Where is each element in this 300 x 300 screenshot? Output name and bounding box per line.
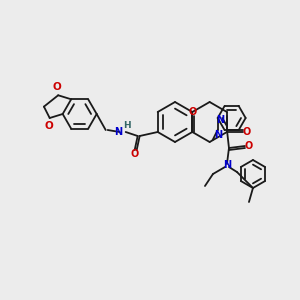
- Text: O: O: [245, 141, 253, 151]
- Text: O: O: [44, 121, 53, 131]
- Text: N: N: [223, 160, 231, 170]
- Text: O: O: [188, 107, 196, 117]
- Text: H: H: [123, 121, 130, 130]
- Text: N: N: [115, 127, 123, 137]
- Text: N: N: [216, 115, 224, 125]
- Text: N: N: [214, 130, 222, 140]
- Text: O: O: [130, 149, 139, 159]
- Text: O: O: [53, 82, 62, 92]
- Text: O: O: [243, 127, 251, 137]
